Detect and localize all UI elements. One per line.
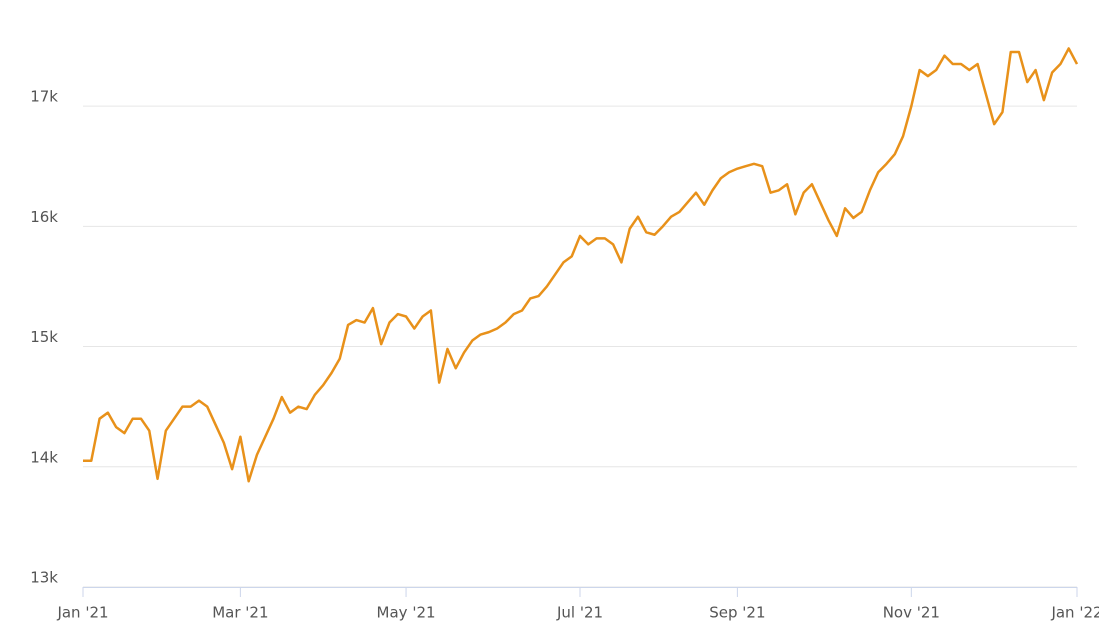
x-tick-label: Mar '21 xyxy=(212,604,268,622)
y-tick-label: 14k xyxy=(30,448,58,466)
y-tick-label: 16k xyxy=(30,208,58,226)
x-tick-label: Sep '21 xyxy=(709,604,765,622)
x-tick-label: Jan '22 xyxy=(1050,604,1099,622)
x-tick-label: Jan '21 xyxy=(56,604,108,622)
y-tick-label: 17k xyxy=(30,88,58,106)
line xyxy=(83,47,1079,483)
y-tick-label: 13k xyxy=(30,569,58,587)
x-tick-label: Jul '21 xyxy=(556,604,603,622)
y-tick-label: 15k xyxy=(30,328,58,346)
x-tick-label: Nov '21 xyxy=(883,604,940,622)
x-tick-label: May '21 xyxy=(377,604,436,622)
